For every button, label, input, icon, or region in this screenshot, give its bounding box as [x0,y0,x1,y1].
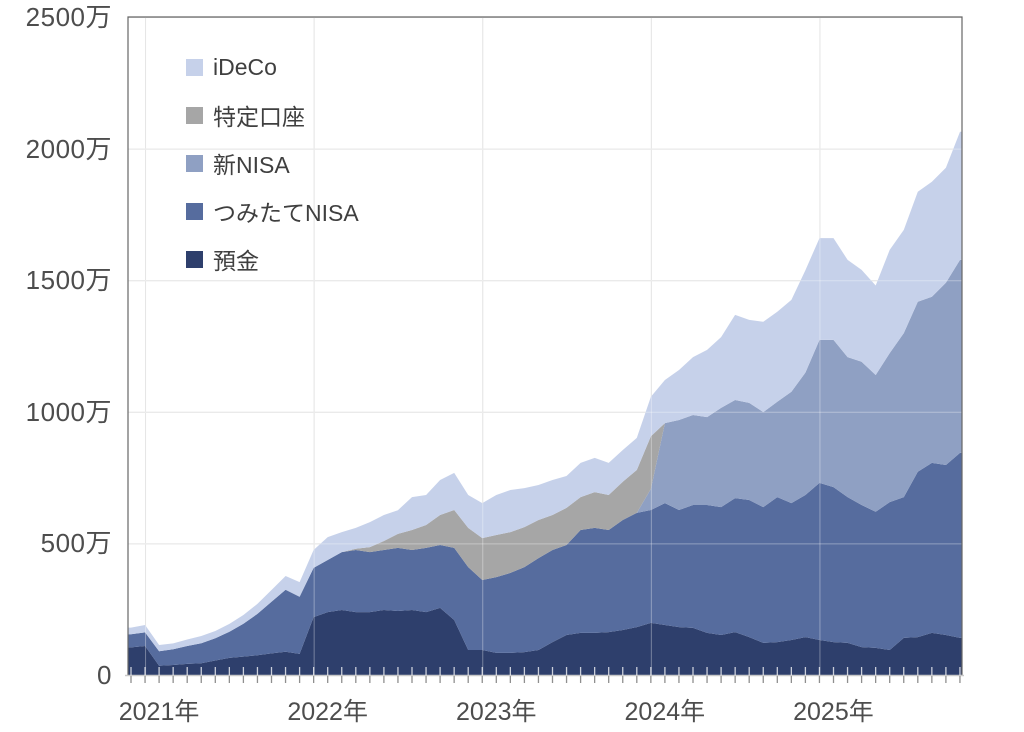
x-year-label: 2023年 [455,698,537,726]
legend-swatch-tsumitate-nisa [186,202,203,220]
plot-border [127,16,963,675]
area-series [128,131,962,675]
area-つみたてNISA [128,452,962,666]
x-year-label: 2024年 [624,698,706,726]
legend: iDeCo 特定口座 新NISA つみたてNISA 預金 [186,52,359,292]
legend-swatch-tokutei [186,106,203,124]
y-tick-label: 2000万 [25,133,112,164]
legend-item-shin-nisa: 新NISA [186,148,359,178]
area-新NISA [128,259,962,652]
y-tick-label: 500万 [40,528,112,559]
legend-swatch-ideco [186,58,203,76]
legend-label: つみたてNISA [213,200,359,226]
y-tick-label: 1500万 [25,265,112,296]
legend-label: 新NISA [213,152,290,178]
axes [125,16,964,683]
legend-item-tsumitate-nisa: つみたてNISA [186,196,359,226]
y-tick-label: 1000万 [25,396,112,427]
x-year-label: 2025年 [793,698,874,726]
legend-label: 特定口座 [213,104,305,130]
legend-swatch-shin-nisa [186,154,203,172]
legend-item-yokin: 預金 [186,244,359,274]
legend-label: iDeCo [213,53,277,80]
x-year-label: 2021年 [118,698,200,726]
legend-swatch-yokin [186,250,203,268]
y-tick-label: 0 [97,660,112,690]
y-tick-label: 2500万 [25,2,112,32]
legend-item-ideco: iDeCo [186,52,359,82]
legend-label: 預金 [213,248,259,274]
x-year-label: 2022年 [287,698,368,726]
legend-item-tokutei: 特定口座 [186,100,359,130]
area-預金 [128,607,962,675]
